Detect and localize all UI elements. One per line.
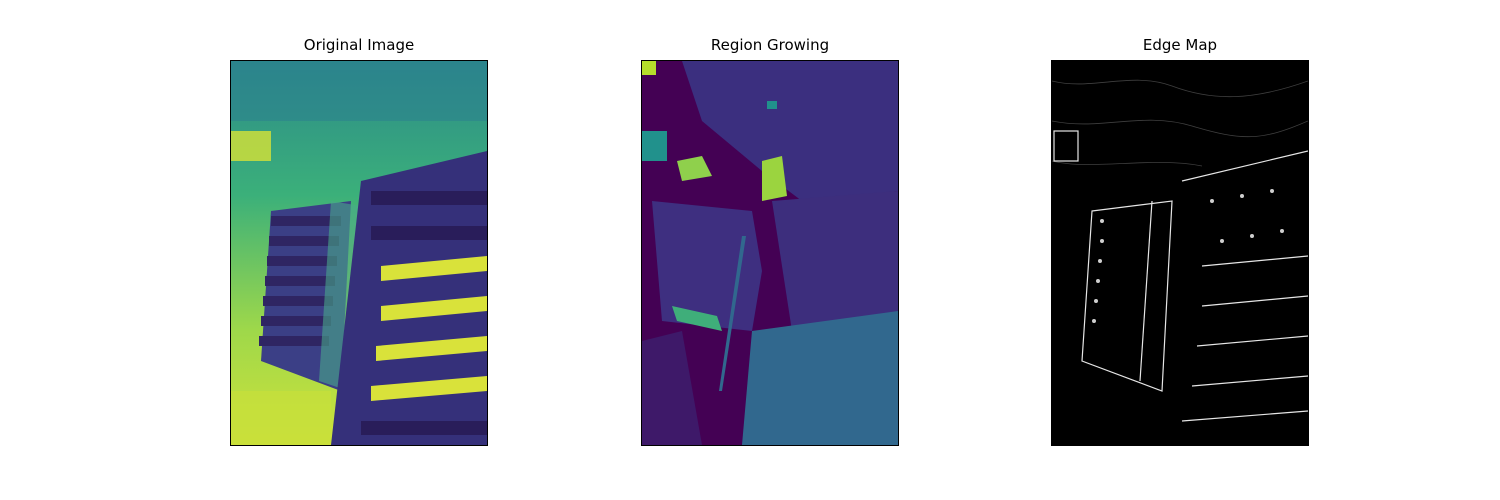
panel-edge-map: Edge Map (1051, 0, 1309, 500)
edge-map-image (1051, 60, 1309, 446)
panel-title-original: Original Image (303, 36, 415, 54)
region-growing-render (642, 61, 898, 445)
panel-region-growing: Region Growing (641, 0, 899, 500)
panel-title-region: Region Growing (710, 36, 830, 54)
panel-original-image: Original Image (230, 0, 488, 500)
region-growing-image (641, 60, 899, 446)
original-image (230, 60, 488, 446)
panel-title-edge: Edge Map (1142, 36, 1218, 54)
edge-map-render (1052, 61, 1308, 445)
original-image-render (231, 61, 487, 445)
